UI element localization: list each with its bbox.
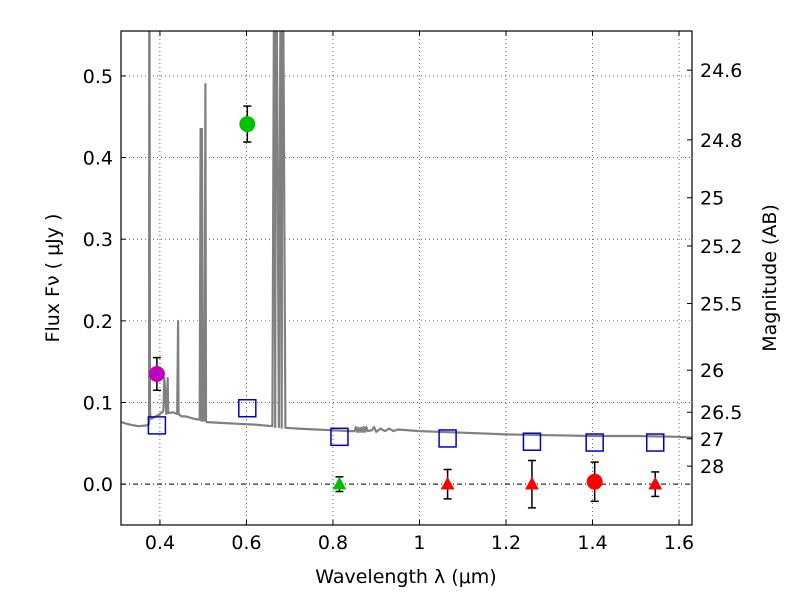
mag-tick-label: 25.2 (700, 236, 742, 258)
y-tick-label: 0.0 (83, 474, 113, 496)
x-tick-label: 0.8 (318, 532, 348, 554)
detection-point (586, 473, 603, 490)
x-tick-label: 1.4 (577, 532, 607, 554)
ticks (121, 31, 692, 525)
model-photometry-square (438, 429, 457, 448)
y-tick-label: 0.4 (83, 148, 113, 170)
model-spectrum-line (121, 31, 692, 439)
model-photometry-square (238, 398, 257, 418)
y-tick-label: 0.1 (83, 393, 113, 415)
mag-tick-label: 24.6 (700, 60, 742, 82)
mag-tick-label: 25.5 (700, 293, 742, 315)
mag-tick-label: 26.5 (700, 402, 742, 424)
x-tick-label: 0.4 (145, 532, 175, 554)
mag-tick-label: 27 (700, 429, 724, 451)
mag-tick-label: 26 (700, 360, 724, 382)
mag-tick-label: 25 (700, 188, 724, 210)
x-tick-label: 1.6 (664, 532, 694, 554)
y-tick-label: 0.5 (83, 66, 113, 88)
tick-labels: 0.4 0.6 0.8 1 1.2 1.4 1.6 0.0 0.1 0.2 0.3 0.4 0.5 24.… (83, 60, 743, 554)
x-tick-label: 0.6 (231, 532, 261, 554)
y-axis-label: Flux Fν ( μJy ) (42, 214, 64, 343)
x-tick-label: 1.2 (491, 532, 521, 554)
y-tick-label: 0.2 (83, 311, 113, 333)
x-axis-label: Wavelength λ (μm) (315, 566, 496, 588)
y-tick-label: 0.3 (83, 229, 113, 251)
upper-limit-triangle (648, 476, 663, 490)
upper-limit-triangle (332, 476, 347, 490)
upper-limit-triangle (525, 476, 539, 490)
plot-area (121, 31, 692, 509)
y2-axis-label: Magnitude (AB) (759, 204, 781, 352)
mag-tick-label: 28 (700, 456, 724, 478)
model-photometry-square (522, 432, 542, 451)
x-tick-label: 1 (413, 532, 425, 554)
detection-point (239, 116, 256, 133)
model-photometry-square (147, 416, 167, 435)
plot-frame (120, 30, 693, 526)
upper-limit-triangle (440, 476, 455, 490)
detection-point (148, 365, 165, 382)
model-photometry-square (645, 433, 665, 452)
mag-tick-label: 24.8 (700, 130, 742, 152)
model-photometry-square (585, 433, 604, 452)
model-photometry-square (330, 427, 349, 447)
